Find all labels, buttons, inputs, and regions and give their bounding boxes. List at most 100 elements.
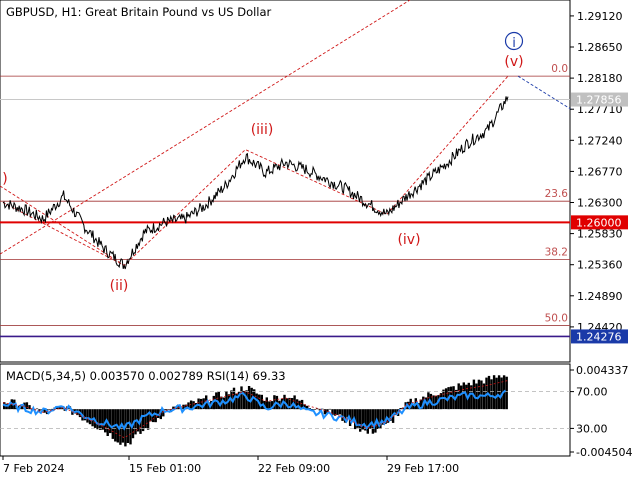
macd-bar <box>303 404 306 410</box>
macd-bar <box>172 406 175 410</box>
x-tick-label: 29 Feb 17:00 <box>387 462 459 475</box>
price-line <box>2 96 509 270</box>
macd-bar <box>38 409 41 411</box>
level-lines <box>0 75 570 338</box>
y-tick-label: 1.25360 <box>577 259 623 272</box>
macd-bar <box>177 404 180 410</box>
macd-bar <box>361 409 364 430</box>
macd-bar <box>273 395 276 410</box>
macd-bar <box>146 409 150 430</box>
macd-bar <box>51 408 54 410</box>
y-tick-label: 1.28180 <box>577 72 623 85</box>
macd-bar <box>48 409 51 410</box>
macd-bar <box>255 393 258 410</box>
macd-bar <box>434 395 438 410</box>
macd-bar <box>217 391 220 410</box>
macd-bar <box>56 407 59 410</box>
macd-bar <box>379 409 382 429</box>
macd-bar <box>497 375 501 410</box>
macd-bar <box>109 409 112 434</box>
chart-title: GBPUSD, H1: Great Britain Pound vs US Do… <box>6 5 272 19</box>
macd-bar <box>300 399 304 410</box>
macd-bar <box>338 409 342 415</box>
macd-bar <box>490 379 493 410</box>
indicator-y-tick-label: 30.00 <box>576 422 608 435</box>
macd-bar <box>197 398 200 410</box>
macd-bar <box>351 409 354 422</box>
wave-label: ) <box>2 171 7 187</box>
macd-bar <box>470 385 473 410</box>
macd-bar <box>432 395 435 410</box>
price-tag <box>571 92 628 107</box>
y-tick-label: 1.28650 <box>577 41 623 54</box>
wave-label: (v) <box>504 54 523 70</box>
x-tick-label: 7 Feb 2024 <box>3 462 64 475</box>
macd-bar <box>311 409 314 410</box>
macd-bar <box>25 402 29 410</box>
y-tick-label: 1.27240 <box>577 134 623 147</box>
price-tag-label: 1.27856 <box>576 94 622 107</box>
y-tick-label: 1.24890 <box>577 290 623 303</box>
macd-bar <box>187 402 190 410</box>
macd-bar <box>321 408 324 410</box>
macd-bar <box>346 409 349 418</box>
macd-bar <box>401 407 405 410</box>
fib-level-label: 0.0 <box>551 63 568 75</box>
macd-bar <box>399 408 402 410</box>
macd-bar <box>86 409 89 423</box>
macd-bar <box>298 400 301 410</box>
macd-bar <box>270 401 274 410</box>
macd-bar <box>288 397 291 410</box>
macd-bar <box>182 404 185 410</box>
fib-level-label: 23.6 <box>545 188 569 200</box>
indicator-series <box>0 375 570 447</box>
x-tick-label: 15 Feb 01:00 <box>129 462 201 475</box>
x-tick-label: 22 Feb 09:00 <box>258 462 330 475</box>
macd-bar <box>8 403 11 410</box>
macd-bar <box>336 409 339 415</box>
macd-bar <box>164 409 167 411</box>
macd-bar <box>323 409 327 415</box>
y-tick-label: 1.26300 <box>577 197 623 210</box>
price-tag-label: 1.24276 <box>576 330 622 343</box>
indicator-y-tick-label: 70.00 <box>576 386 608 399</box>
price-tag <box>571 329 628 344</box>
macd-bar <box>495 377 498 410</box>
macd-bar <box>477 379 481 410</box>
macd-bar <box>376 409 380 429</box>
price-tag <box>571 215 628 230</box>
macd-bar <box>460 385 463 410</box>
macd-bar <box>225 391 228 410</box>
macd-bar <box>381 409 385 425</box>
y-tick-label: 1.29120 <box>577 10 623 23</box>
wave-label: i <box>512 36 516 51</box>
macd-bar <box>20 406 24 410</box>
macd-bar <box>101 409 104 430</box>
axes: 1.291201.286501.281801.277101.272401.267… <box>2 10 632 475</box>
macd-bar <box>328 408 332 410</box>
macd-bar <box>295 399 299 410</box>
macd-bar <box>369 409 372 429</box>
macd-bar <box>162 409 165 417</box>
macd-bar <box>99 409 102 430</box>
macd-bar <box>419 399 422 410</box>
macd-bar <box>111 409 114 439</box>
macd-bar <box>237 391 241 410</box>
macd-bar <box>260 394 263 410</box>
macd-bar <box>313 409 316 410</box>
y-tick-label: 1.26770 <box>577 165 623 178</box>
macd-bar <box>331 409 334 415</box>
chart-labels: 0.0 23.6 38.2 50.0) (ii) (iii) (iv) (v) i <box>2 31 569 325</box>
macd-bar <box>83 409 87 421</box>
macd-bar <box>235 393 238 410</box>
macd-bar <box>359 409 362 432</box>
macd-bar <box>318 409 321 411</box>
macd-bar <box>364 409 367 431</box>
macd-bar <box>462 382 465 410</box>
macd-bar <box>199 398 203 410</box>
macd-bar <box>394 409 397 416</box>
macd-bar <box>386 409 390 423</box>
macd-bar <box>487 375 491 410</box>
macd-bar <box>91 409 94 427</box>
